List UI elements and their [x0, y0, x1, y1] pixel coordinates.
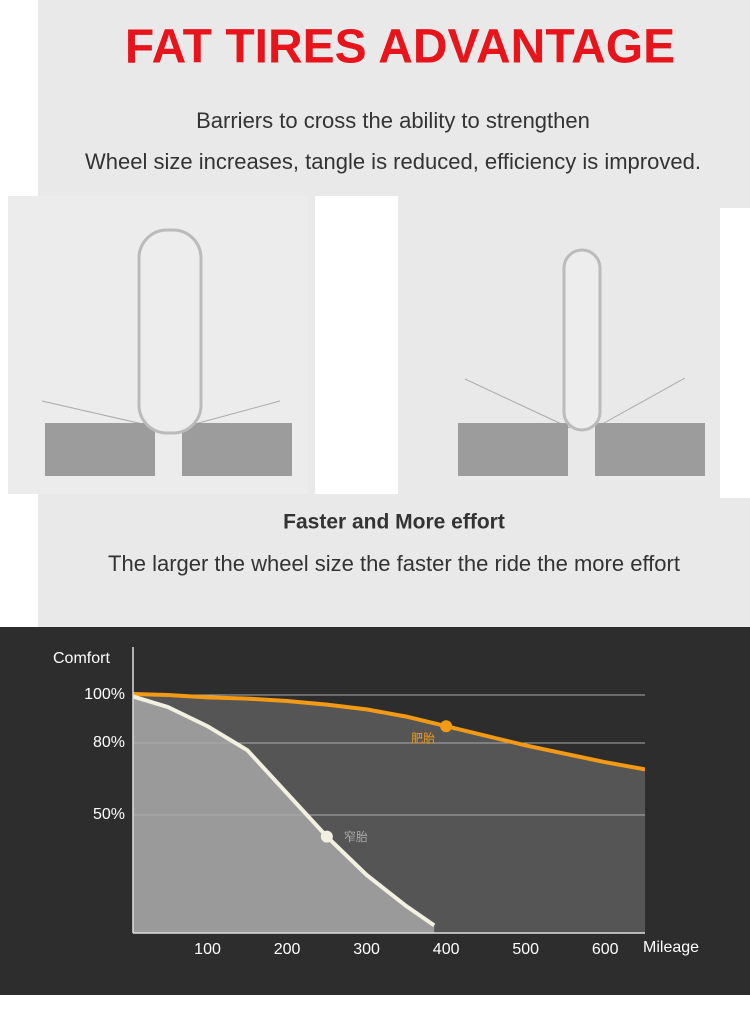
y-tick-label: 50% — [93, 806, 125, 823]
y-tick-label: 80% — [93, 734, 125, 751]
x-axis-label: Mileage — [643, 939, 699, 956]
block — [45, 423, 155, 476]
x-tick-label: 600 — [592, 941, 619, 958]
line — [133, 694, 436, 928]
line — [594, 377, 686, 429]
block — [182, 423, 292, 476]
y-axis-label: Comfort — [53, 650, 110, 667]
series-label: 肥胎 — [411, 731, 435, 745]
x-tick-label: 400 — [433, 941, 460, 958]
series-label: 窄胎 — [344, 829, 368, 844]
line — [133, 691, 645, 772]
block — [458, 423, 568, 476]
x-tick-label: 100 — [194, 941, 221, 958]
x-tick-label: 500 — [512, 941, 539, 958]
gap — [315, 196, 398, 494]
x-tick-label: 200 — [274, 941, 301, 958]
section-text: The larger the wheel size the faster the… — [108, 551, 680, 576]
thin-tire — [562, 248, 602, 432]
subtitle: Barriers to cross the ability to strengt… — [196, 108, 590, 133]
title: FAT TIRES ADVANTAGE — [125, 21, 675, 74]
y-tick-label: 100% — [84, 686, 125, 703]
marker — [440, 720, 453, 733]
gap — [720, 208, 750, 498]
block — [595, 423, 705, 476]
section-heading: Faster and More effort — [283, 511, 505, 534]
fat-tire — [137, 228, 203, 435]
marker — [320, 830, 333, 843]
subtitle: Wheel size increases, tangle is reduced,… — [85, 149, 701, 174]
line — [464, 378, 571, 429]
x-tick-label: 300 — [353, 941, 380, 958]
